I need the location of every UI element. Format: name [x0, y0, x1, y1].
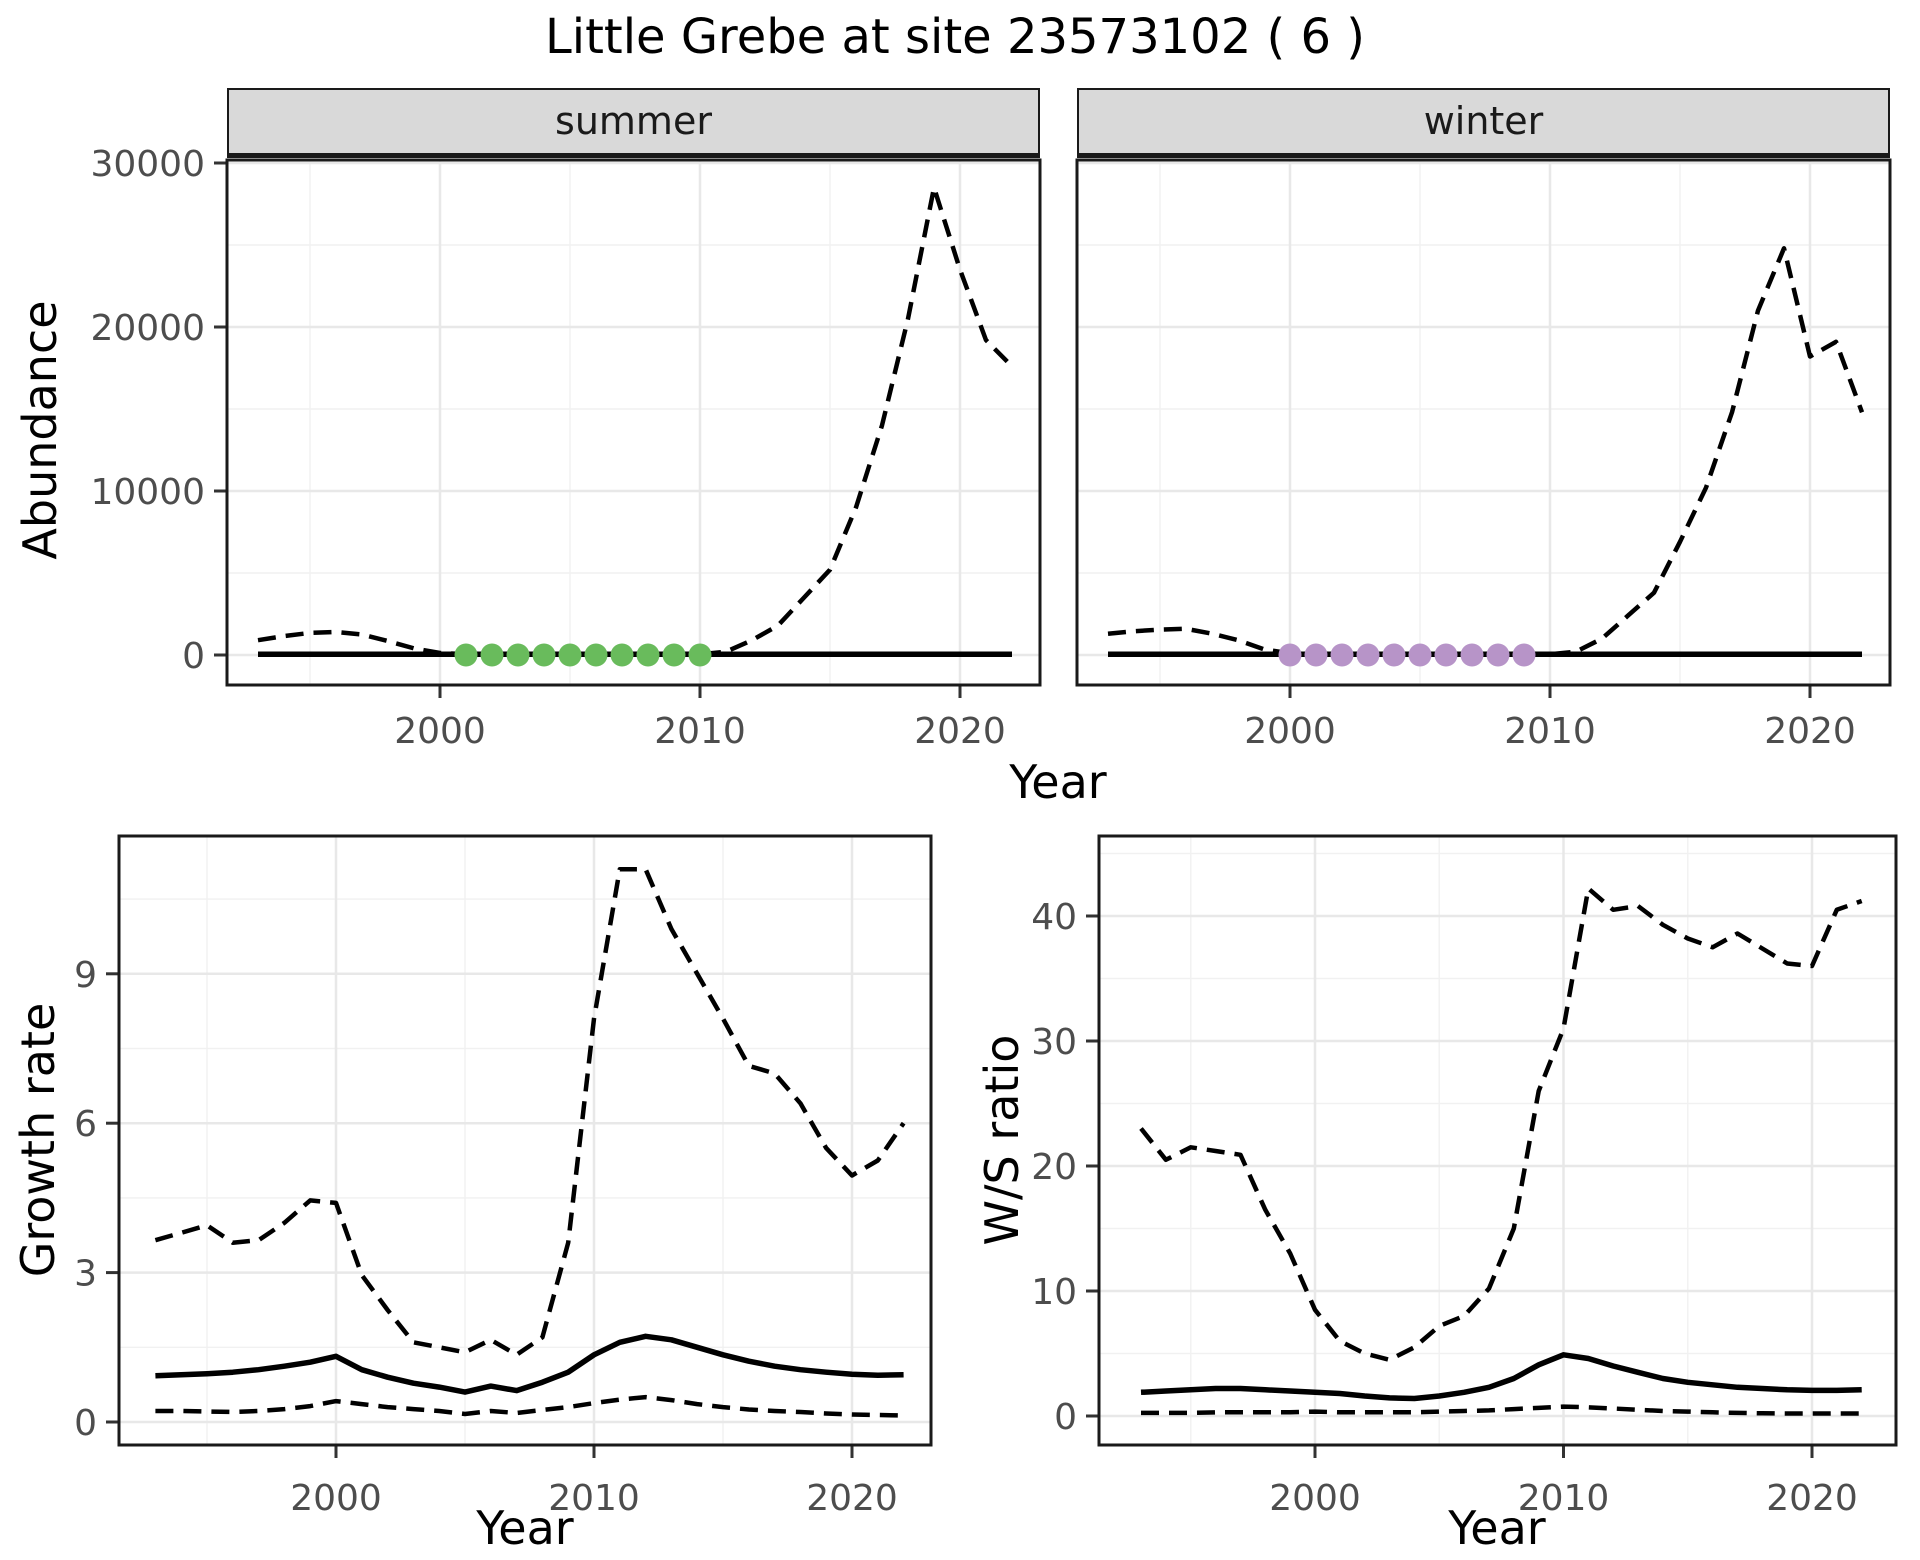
x-tick-label: 2020 [1766, 1478, 1858, 1519]
panel-background [1077, 160, 1890, 685]
y-tick-label: 30 [1031, 1022, 1077, 1063]
panel-growth-rate: 0 3 6 9 2000 2010 2020 [74, 834, 933, 1519]
x-axis-title-year-top: Year [1009, 755, 1107, 809]
y-tick-label: 0 [1054, 1397, 1077, 1438]
y-tick-label: 6 [74, 1104, 97, 1145]
y-tick-label: 0 [74, 1403, 97, 1444]
observed-summer-counts-point [480, 643, 504, 667]
y-tick-label: 20000 [90, 308, 205, 349]
facet-strip-summer: summer [227, 88, 1040, 158]
observed-summer-counts-point [454, 643, 478, 667]
plot-title: Little Grebe at site 23573102 ( 6 ) [544, 9, 1366, 65]
observed-summer-counts-point [584, 643, 608, 667]
y-tick-label: 9 [74, 955, 97, 996]
x-axis-title-year-growth: Year [476, 1501, 574, 1555]
y-tick-label: 10 [1031, 1272, 1077, 1313]
x-tick-label: 2000 [1244, 711, 1336, 752]
growth-rate-upper-credible-interval-line [154, 866, 906, 1358]
observed-winter-counts-point [1460, 643, 1484, 667]
x-tick-label: 2000 [1269, 1478, 1361, 1519]
panel-border [1075, 158, 1892, 687]
observed-winter-counts-point [1356, 643, 1380, 667]
ws-ratio-median-line [1140, 1352, 1862, 1402]
observed-winter-counts-point [1330, 643, 1354, 667]
x-tick-label: 2010 [548, 1478, 640, 1519]
x-tick-label: 2010 [1504, 711, 1596, 752]
observed-summer-counts-point [610, 643, 634, 667]
x-tick-label: 2000 [394, 711, 486, 752]
observed-summer-counts-point [532, 643, 556, 667]
y-tick-label: 20 [1031, 1147, 1077, 1188]
y-axis-title-growth-rate: Growth rate [11, 1002, 65, 1278]
x-tick-label: 2010 [1518, 1478, 1610, 1519]
y-tick-label: 3 [74, 1254, 97, 1295]
observed-winter-counts-point [1304, 643, 1328, 667]
y-axis-title-abundance: Abundance [13, 300, 67, 560]
facet-strip-summer-label: summer [555, 99, 712, 143]
y-tick-label: 0 [182, 636, 205, 677]
panel-border [225, 158, 1042, 687]
observed-summer-counts-point [558, 643, 582, 667]
growth-rate-lower-credible-interval-line [155, 1394, 904, 1418]
panel-ws-ratio: 0 10 20 30 40 2000 2010 2020 [1031, 834, 1898, 1519]
panel-abundance-winter: 2000 2010 2020 [1075, 158, 1892, 752]
ws-ratio-upper-credible-interval-line [1139, 886, 1863, 1363]
observed-winter-counts-point [1512, 643, 1536, 667]
panel-background [227, 160, 1040, 685]
facet-strip-winter: winter [1077, 88, 1890, 158]
observed-summer-counts-point [688, 643, 712, 667]
panel-background [119, 836, 931, 1445]
panel-abundance-summer: 0 10000 20000 30000 2000 2010 2020 [90, 144, 1042, 752]
y-tick-label: 40 [1031, 897, 1077, 938]
x-tick-label: 2000 [290, 1478, 382, 1519]
growth-rate-median-line [155, 1333, 904, 1395]
facet-strip-winter-label: winter [1423, 99, 1544, 143]
observed-summer-counts-point [662, 643, 686, 667]
x-tick-label: 2020 [914, 711, 1006, 752]
panel-background [1099, 836, 1896, 1445]
panel-border [117, 834, 933, 1447]
observed-winter-counts-point [1408, 643, 1432, 667]
y-axis-title-ws-ratio: W/S ratio [975, 1034, 1029, 1246]
x-tick-label: 2020 [1764, 711, 1856, 752]
x-axis-title-year-ws: Year [1448, 1501, 1546, 1555]
x-tick-label: 2020 [806, 1478, 898, 1519]
observed-winter-counts-point [1278, 643, 1302, 667]
x-tick-label: 2010 [654, 711, 746, 752]
observed-winter-counts-point [1434, 643, 1458, 667]
observed-summer-counts-point [506, 643, 530, 667]
ws-ratio-lower-credible-interval-line [1141, 1404, 1862, 1416]
observed-winter-counts-point [1382, 643, 1406, 667]
y-tick-label: 30000 [90, 144, 205, 185]
observed-winter-counts-point [1486, 643, 1510, 667]
y-tick-label: 10000 [90, 472, 205, 513]
panel-border [1097, 834, 1898, 1447]
observed-summer-counts-point [636, 643, 660, 667]
